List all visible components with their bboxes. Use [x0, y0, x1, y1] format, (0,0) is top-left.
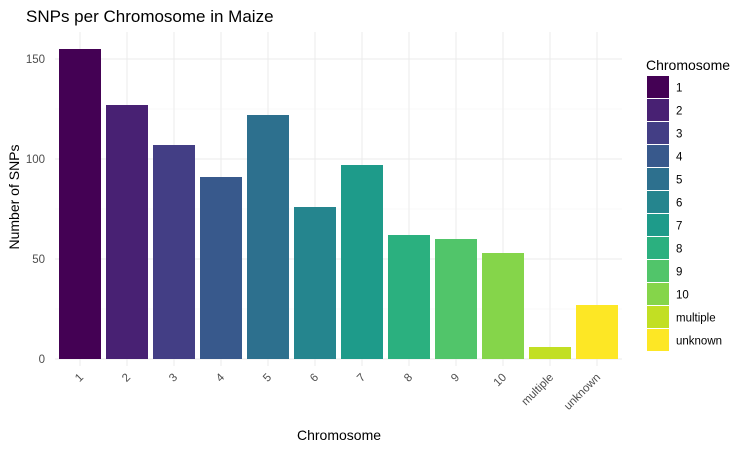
bar-3 [153, 145, 195, 359]
bar-2 [106, 105, 148, 359]
bar-4 [200, 177, 242, 359]
bar-7 [341, 165, 383, 359]
legend-key-unknown [647, 329, 669, 351]
legend-key-8 [647, 237, 669, 259]
x-tick-label: 7 [355, 372, 368, 385]
bar-1 [59, 49, 101, 359]
x-tick-label: 4 [214, 371, 227, 384]
legend-label: unknown [676, 336, 722, 348]
legend-items: 1 2 3 4 5 6 7 8 9 10 multiple unknown [647, 76, 722, 351]
bar-multiple [529, 347, 571, 359]
legend-title: Chromosome [646, 57, 730, 73]
legend-key-2 [647, 99, 669, 121]
legend-label: 5 [676, 175, 682, 187]
legend-key-multiple [647, 306, 669, 328]
bar-10 [482, 253, 524, 359]
y-tick-label: 50 [32, 254, 45, 266]
bar-8 [388, 235, 430, 359]
legend-label: 8 [676, 244, 682, 256]
y-axis-tick-labels: 0 50 100 150 [26, 54, 45, 366]
x-axis-title: Chromosome [297, 427, 381, 443]
legend-label: 2 [676, 106, 682, 118]
y-tick-label: 150 [26, 54, 45, 66]
x-tick-label: 5 [261, 372, 274, 385]
legend-label: 6 [676, 198, 682, 210]
legend-key-4 [647, 145, 669, 167]
legend-label: multiple [676, 313, 716, 325]
y-axis-title: Number of SNPs [6, 144, 22, 249]
legend-label: 10 [676, 290, 689, 302]
x-tick-label: 10 [492, 372, 510, 390]
legend-key-3 [647, 122, 669, 144]
x-axis-tick-labels: 1 2 3 4 5 6 7 8 9 10 multiple unknown [73, 371, 603, 412]
x-tick-label: unknown [562, 372, 603, 413]
legend-label: 9 [676, 267, 682, 279]
legend-key-5 [647, 168, 669, 190]
x-tick-label: 2 [120, 372, 133, 385]
legend-key-1 [647, 76, 669, 98]
bar-6 [294, 207, 336, 359]
legend-key-10 [647, 283, 669, 305]
chart-title: SNPs per Chromosome in Maize [26, 7, 274, 26]
bars [59, 49, 618, 359]
legend-label: 4 [676, 152, 683, 164]
legend-key-7 [647, 214, 669, 236]
legend-label: 3 [676, 129, 682, 141]
x-tick-label: 9 [449, 372, 462, 385]
legend-key-6 [647, 191, 669, 213]
bar-9 [435, 239, 477, 359]
bar-unknown [576, 305, 618, 359]
x-tick-label: 3 [167, 372, 180, 385]
x-tick-label: multiple [520, 372, 557, 409]
legend: Chromosome 1 2 3 4 5 6 7 8 9 10 multiple unknown [646, 57, 730, 351]
y-tick-label: 0 [39, 354, 45, 366]
legend-label: 1 [676, 83, 682, 95]
y-tick-label: 100 [26, 154, 45, 166]
legend-key-9 [647, 260, 669, 282]
legend-label: 7 [676, 221, 682, 233]
bar-5 [247, 115, 289, 359]
x-tick-label: 1 [73, 372, 86, 385]
x-tick-label: 8 [402, 372, 415, 385]
x-tick-label: 6 [308, 372, 321, 385]
